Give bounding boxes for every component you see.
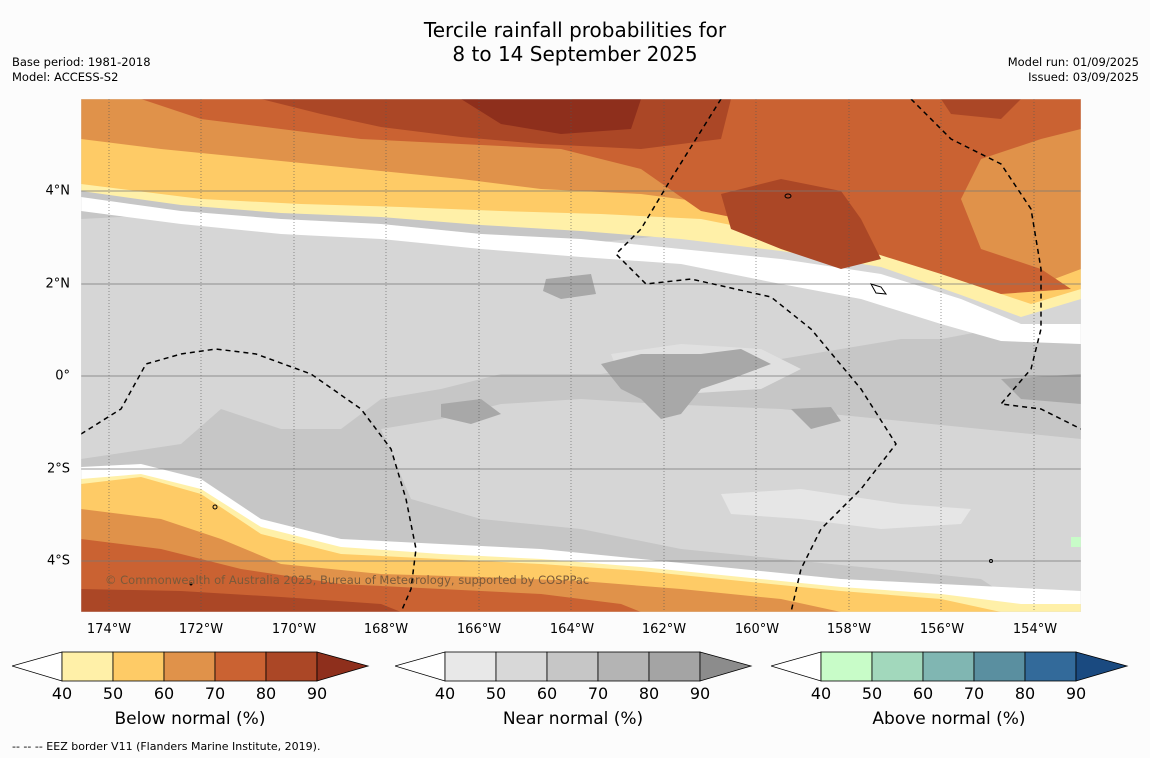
dark-gray-patch-3 [441,399,501,424]
model-name: Model: ACCESS-S2 [12,70,119,84]
white-band-north [81,197,1081,344]
near-swatch-50 [495,651,548,682]
below-normal-north-80-b [721,179,881,269]
above-normal-label: Above normal (%) [872,709,1026,729]
above-swatch-60 [922,651,975,682]
near-tick-90: 90 [689,684,711,703]
near-swatch-40 [444,651,497,682]
below-swatch-60 [163,651,216,682]
dark-gray-patch-2 [543,274,596,299]
eez-borders [81,99,1081,612]
near-swatch-60 [546,651,599,682]
below-tick-70: 70 [204,684,226,703]
lon-tick-162w: 162°W [641,622,687,637]
copyright-notice: © Commonwealth of Australia 2025, Bureau… [105,573,590,587]
rainfall-map[interactable] [81,99,1081,612]
near-lower-arrow [395,651,446,682]
near-normal-colorbar [395,651,753,682]
lon-tick-166w: 166°W [456,622,502,637]
below-upper-arrow [316,651,370,682]
below-lower-arrow [12,651,63,682]
above-tick-50: 50 [861,684,883,703]
island-1 [784,193,792,199]
near-tick-40: 40 [434,684,456,703]
near-tick-70: 70 [587,684,609,703]
below-swatch-80 [265,651,318,682]
near-swatch-70 [597,651,650,682]
below-tick-90: 90 [306,684,328,703]
lat-tick-0: 0° [55,368,70,384]
near-swatch-80 [648,651,701,682]
lon-tick-170w: 170°W [271,622,317,637]
lon-tick-164w: 164°W [549,622,595,637]
lat-tick-2n: 2°N [45,276,71,292]
below-tick-50: 50 [102,684,124,703]
base-period-info: Base period: 1981-2018 Model: ACCESS-S2 [12,55,151,85]
below-tick-80: 80 [255,684,277,703]
lightest-gray-region [721,489,971,529]
near-tick-50: 50 [485,684,507,703]
above-lower-arrow [771,651,822,682]
lon-tick-158w: 158°W [826,622,872,637]
above-tick-60: 60 [912,684,934,703]
below-normal-north-80-c [941,99,1021,119]
above-swatch-50 [871,651,924,682]
dark-gray-patch-4 [791,407,841,429]
above-normal-patch [1071,537,1081,547]
near-normal-label: Near normal (%) [502,709,644,729]
model-run-info: Model run: 01/09/2025 Issued: 03/09/2025 [1008,55,1139,85]
eez-border-east [910,99,1081,430]
below-swatch-70 [214,651,267,682]
island-5 [989,559,993,563]
near-tick-60: 60 [536,684,558,703]
title-line-2: 8 to 14 September 2025 [452,42,698,66]
lat-tick-4n: 4°N [45,183,71,199]
above-normal-colorbar [771,651,1129,682]
below-normal-south-80 [81,589,401,612]
below-swatch-40 [61,651,114,682]
island-2 [869,283,888,295]
lon-tick-168w: 168°W [363,622,409,637]
below-normal-north-90 [461,99,641,134]
island-3 [212,504,218,510]
above-upper-arrow [1075,651,1129,682]
above-swatch-80 [1024,651,1077,682]
lon-tick-156w: 156°W [919,622,965,637]
lon-tick-172w: 172°W [178,622,224,637]
above-swatch-40 [820,651,873,682]
lon-tick-160w: 160°W [734,622,780,637]
lon-tick-154w: 154°W [1012,622,1058,637]
island-4 [189,582,193,586]
base-period: Base period: 1981-2018 [12,55,151,69]
title-line-1: Tercile rainfall probabilities for [423,18,727,42]
near-tick-80: 80 [638,684,660,703]
above-tick-70: 70 [963,684,985,703]
issued-date: Issued: 03/09/2025 [1028,70,1139,84]
below-swatch-50 [112,651,165,682]
dark-gray-patch-1 [601,349,771,419]
eez-footnote: -- -- -- EEZ border V11 (Flanders Marine… [12,740,321,753]
lat-tick-2s: 2°S [46,461,70,477]
above-tick-40: 40 [810,684,832,703]
above-tick-90: 90 [1065,684,1087,703]
below-tick-40: 40 [51,684,73,703]
lon-tick-174w: 174°W [86,622,132,637]
near-upper-arrow [699,651,753,682]
above-tick-80: 80 [1014,684,1036,703]
below-normal-north-70 [141,99,1081,294]
lat-lines [81,190,1081,562]
below-normal-label: Below normal (%) [114,709,266,729]
lat-tick-4s: 4°S [46,553,70,569]
chart-title: Tercile rainfall probabilities for 8 to … [0,18,1150,66]
below-normal-colorbar [12,651,370,682]
model-run: Model run: 01/09/2025 [1007,55,1139,69]
above-swatch-70 [973,651,1026,682]
below-tick-60: 60 [153,684,175,703]
